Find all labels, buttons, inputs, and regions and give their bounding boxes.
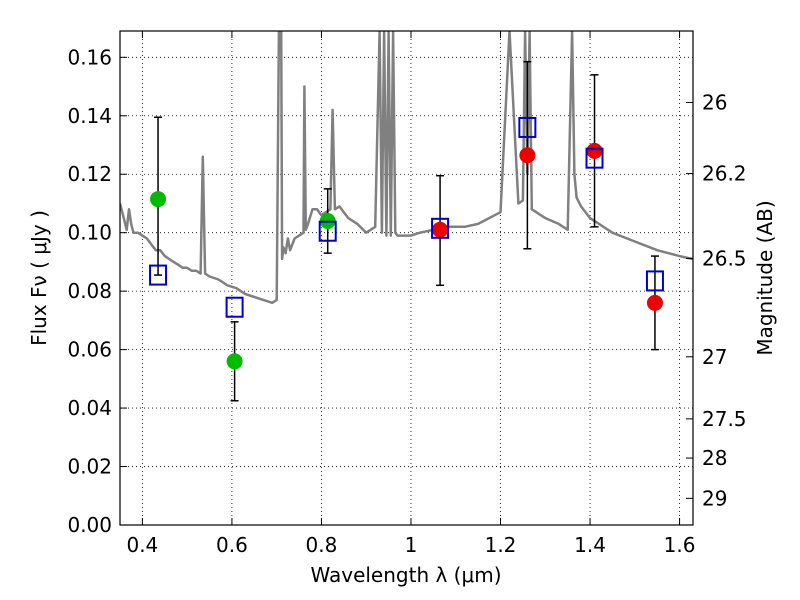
y-tick-label: 0.12 xyxy=(67,162,112,186)
data-point-circle xyxy=(150,191,167,208)
model-photometry-square xyxy=(585,147,604,169)
data-point-circle xyxy=(519,147,536,164)
data-point-circle xyxy=(226,353,243,370)
x-tick-label: 0.4 xyxy=(126,533,158,557)
spectrum-line xyxy=(120,31,693,305)
y-tick-label: 0.00 xyxy=(67,513,112,537)
data-point-circle xyxy=(646,294,663,311)
y-tick-label: 0.04 xyxy=(67,396,112,420)
mag-tick-label: 26.2 xyxy=(702,162,747,186)
x-tick-label: 1.2 xyxy=(485,533,517,557)
data-points xyxy=(149,60,664,402)
data-point-circle xyxy=(586,142,603,159)
y-axis-label: Flux Fν ( μJy ) xyxy=(27,210,51,346)
x-tick-label: 0.6 xyxy=(216,533,248,557)
x-axis-label: Wavelength λ (μm) xyxy=(310,563,501,587)
model-photometry-square xyxy=(149,264,168,286)
model-photometry-square xyxy=(318,220,337,242)
mag-tick-label: 29 xyxy=(702,486,727,510)
y-tick-label: 0.14 xyxy=(67,104,112,128)
x-tick-label: 1.4 xyxy=(574,533,606,557)
model-photometry-square xyxy=(518,116,537,138)
x-tick-label: 1.6 xyxy=(664,533,696,557)
y-tick-label: 0.08 xyxy=(67,279,112,303)
mag-tick-label: 26.5 xyxy=(702,246,747,270)
model-photometry-square xyxy=(431,217,450,239)
model-spectrum xyxy=(120,31,693,305)
x-tick-label: 0.8 xyxy=(306,533,338,557)
plot-frame xyxy=(119,30,694,526)
model-photometry-square xyxy=(225,296,244,318)
axis-ticks: 0.4 0.6 0.8 1 1.2 1.4 1.6 0.00 0.02 0.04 0.06 0.08 0… xyxy=(67,31,747,557)
mag-tick-label: 27.5 xyxy=(702,407,747,431)
x-tick-label: 1 xyxy=(405,533,418,557)
data-point-circle xyxy=(432,221,449,238)
mag-tick-label: 28 xyxy=(702,446,727,470)
y2-axis-label: Magnitude (AB) xyxy=(753,200,777,355)
mag-tick-label: 27 xyxy=(702,345,727,369)
y-tick-label: 0.02 xyxy=(67,455,112,479)
y-tick-label: 0.16 xyxy=(67,45,112,69)
mag-tick-label: 26 xyxy=(702,90,727,114)
y-tick-label: 0.10 xyxy=(67,221,112,245)
model-photometry-square xyxy=(645,270,664,292)
y-tick-label: 0.06 xyxy=(67,338,112,362)
